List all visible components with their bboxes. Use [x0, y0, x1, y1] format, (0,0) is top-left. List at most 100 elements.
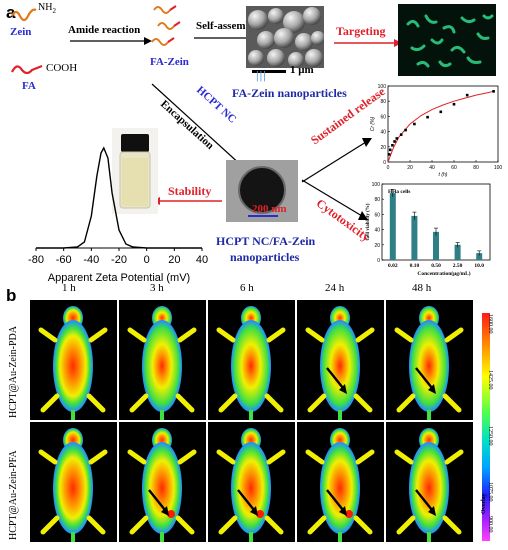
amide-arrow-icon	[70, 37, 152, 45]
cooh-label: COOH	[46, 62, 78, 74]
sem-image	[246, 6, 324, 68]
zeta-potential-chart: -80 -60 -40 -20 0 20 40 Apparent Zeta Potential…	[28, 146, 208, 284]
release-y-tick-label: 60	[380, 114, 386, 120]
mouse-image	[30, 300, 117, 420]
release-y-tick-label: 100	[378, 84, 387, 90]
release-chart: 0 20 40 60 80 100 0 20 40 60 80 100 t (h) Cr (%)	[370, 84, 503, 178]
zeta-x-tick-label: -60	[56, 254, 72, 266]
mouse-image	[119, 300, 206, 420]
release-data-point	[393, 140, 396, 143]
amide-reaction-label: Amide reaction	[68, 24, 141, 36]
colorbar-tick-1075: 1075.00	[487, 482, 493, 502]
targeting-arrow-icon	[334, 39, 402, 47]
scale-1um-label: 1 μm	[290, 64, 314, 76]
stability-label: Stability	[168, 184, 212, 198]
mouse-heatmap-icon	[394, 428, 464, 542]
release-x-tick-label: 0	[387, 165, 390, 171]
mouse-heatmap-icon	[38, 306, 108, 420]
release-data-point	[395, 137, 399, 140]
mouse-image	[208, 422, 295, 542]
zein-chain-icon	[11, 8, 37, 22]
tem-particle-icon	[238, 166, 286, 214]
intensity-colorbar	[482, 313, 490, 541]
release-y-tick-label: 40	[380, 130, 386, 136]
mouse-heatmap-icon	[216, 428, 286, 542]
colorbar-tick-1250: 1250.00	[487, 426, 493, 446]
cyto-y-tick-label: 20	[374, 243, 380, 249]
cyto-y-tick-label: 40	[374, 228, 380, 234]
zeta-curve	[36, 146, 202, 249]
release-x-tick-label: 100	[494, 165, 503, 171]
zeta-x-tick-label: 0	[144, 254, 150, 266]
nh2-label: NH	[38, 2, 53, 13]
cyto-bar	[476, 253, 483, 260]
fluorescent-cells-icon	[406, 14, 494, 68]
fa-zein-molecules-icon	[151, 5, 181, 46]
cytotoxicity-arrow-icon	[301, 179, 368, 220]
mouse-image	[386, 422, 473, 542]
mouse-image	[297, 422, 384, 542]
vial-photo	[112, 128, 158, 214]
fa-zein-nanoparticles-label: FA-Zein nanoparticles	[232, 86, 347, 100]
release-data-point	[413, 122, 416, 126]
mouse-heatmap-icon	[216, 306, 286, 420]
fa-label: FA	[22, 80, 36, 92]
release-data-point	[426, 115, 429, 119]
scale-200nm-label: 200 nm	[252, 203, 287, 215]
release-x-tick-label: 60	[451, 165, 457, 171]
cyto-x-tick-label: 0.10	[410, 263, 420, 269]
cyto-bar	[454, 244, 461, 260]
colorbar-tick-900: 900.00	[487, 516, 493, 533]
cyto-x-axis-label: Concentration(μg/mL)	[417, 270, 470, 277]
sustained-arrow-icon	[301, 138, 372, 183]
release-data-point	[465, 93, 469, 97]
hcpt-np-label-line2: nanoparticles	[230, 250, 300, 264]
time-label-48h: 48 h	[412, 282, 432, 294]
release-axes-frame	[387, 85, 499, 163]
hcpt-np-label-line1: HCPT NC/FA-Zein	[216, 234, 316, 248]
release-x-tick-label: 20	[407, 165, 413, 171]
mouse-image	[208, 300, 295, 420]
targeting-label: Targeting	[336, 24, 386, 38]
release-x-tick-label: 80	[473, 165, 479, 171]
release-y-tick-label: 80	[380, 99, 386, 105]
release-data-point	[388, 148, 392, 152]
release-y-tick-label: 20	[380, 145, 386, 151]
release-y-tick-label: 0	[383, 160, 386, 166]
cyto-x-tick-label: 2.50	[453, 263, 463, 269]
release-data-point	[452, 102, 456, 106]
mouse-image	[297, 300, 384, 420]
vial-icon	[119, 134, 151, 209]
mouse-heatmap-icon	[38, 428, 108, 542]
sem-spheres-icon	[248, 7, 324, 68]
panel-a: a NH2 Zein COOH FA Amide reaction FA-Zei…	[6, 2, 503, 284]
release-x-tick-label: 40	[429, 165, 435, 171]
cyto-y-tick-label: 80	[374, 197, 380, 203]
scale-bar-200nm	[248, 215, 278, 217]
row-label-pfa: HCPT@Au-Zein-PFA	[8, 450, 19, 540]
fa-zein-label: FA-Zein	[150, 56, 189, 68]
zeta-x-tick-label: 40	[196, 254, 208, 266]
zeta-x-axis-label: Apparent Zeta Potential (mV)	[48, 272, 190, 284]
time-label-3h: 3 h	[150, 282, 164, 294]
cytotoxicity-chart: 0 20 40 60 80 100 0.02 0.10 0.50 2.50 10.0 Hela cel…	[366, 182, 491, 277]
zeta-x-tick-label: -20	[111, 254, 127, 266]
cyto-chart-title: Hela cells	[388, 189, 410, 195]
cyto-y-tick-label: 100	[372, 182, 381, 188]
cyto-y-tick-label: 60	[374, 212, 380, 218]
release-data-point	[492, 90, 495, 93]
mouse-image	[119, 422, 206, 542]
nh2-subscript: 2	[52, 7, 56, 15]
cyto-bar	[389, 193, 396, 260]
release-data-point	[391, 143, 394, 147]
mouse-heatmap-icon	[127, 428, 197, 542]
time-label-24h: 24 h	[325, 282, 345, 294]
colorbar-tick-1425: 1425.00	[487, 370, 493, 390]
release-data-point	[439, 110, 443, 114]
zeta-x-tick-label: 20	[168, 254, 180, 266]
tem-image	[226, 160, 298, 222]
mouse-heatmap-icon	[305, 306, 375, 420]
fluorescence-image	[398, 4, 496, 76]
scale-bar-1um	[252, 70, 286, 73]
cyto-x-tick-label: 0.50	[431, 263, 441, 269]
